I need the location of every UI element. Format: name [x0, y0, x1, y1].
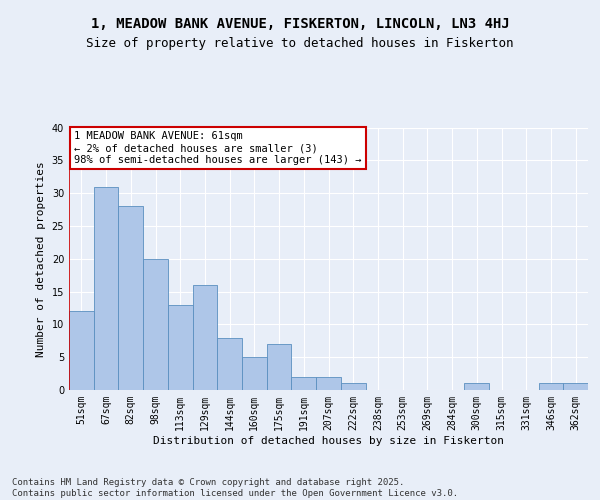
- Bar: [563, 384, 588, 390]
- Text: 1 MEADOW BANK AVENUE: 61sqm
← 2% of detached houses are smaller (3)
98% of semi-: 1 MEADOW BANK AVENUE: 61sqm ← 2% of deta…: [74, 132, 362, 164]
- Bar: [341, 384, 365, 390]
- Text: Size of property relative to detached houses in Fiskerton: Size of property relative to detached ho…: [86, 38, 514, 51]
- Bar: [143, 259, 168, 390]
- Bar: [267, 344, 292, 390]
- X-axis label: Distribution of detached houses by size in Fiskerton: Distribution of detached houses by size …: [153, 436, 504, 446]
- Bar: [193, 285, 217, 390]
- Bar: [69, 311, 94, 390]
- Text: Contains HM Land Registry data © Crown copyright and database right 2025.
Contai: Contains HM Land Registry data © Crown c…: [12, 478, 458, 498]
- Bar: [292, 377, 316, 390]
- Bar: [316, 377, 341, 390]
- Bar: [464, 384, 489, 390]
- Y-axis label: Number of detached properties: Number of detached properties: [36, 161, 46, 356]
- Text: 1, MEADOW BANK AVENUE, FISKERTON, LINCOLN, LN3 4HJ: 1, MEADOW BANK AVENUE, FISKERTON, LINCOL…: [91, 18, 509, 32]
- Bar: [539, 384, 563, 390]
- Bar: [242, 357, 267, 390]
- Bar: [217, 338, 242, 390]
- Bar: [118, 206, 143, 390]
- Bar: [94, 186, 118, 390]
- Bar: [168, 304, 193, 390]
